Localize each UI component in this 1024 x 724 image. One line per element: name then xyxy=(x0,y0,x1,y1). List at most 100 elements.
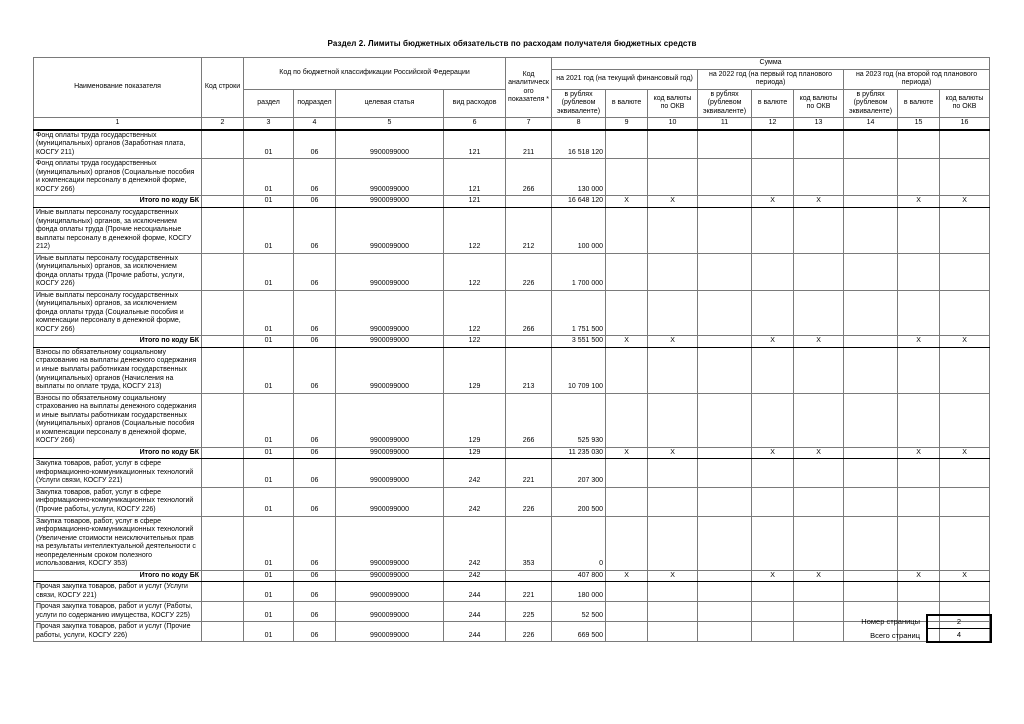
cell-target-article: 9900099000 xyxy=(335,289,444,337)
cell-currency-2022 xyxy=(751,346,795,394)
cell-amount-2023 xyxy=(843,158,899,197)
cell-currency-2022 xyxy=(751,129,795,160)
cell-amount-2023 xyxy=(843,486,899,517)
cell-target-article: 9900099000 xyxy=(335,446,444,460)
cell-amount-2022 xyxy=(697,601,753,623)
cell-amount-2023 xyxy=(843,581,899,603)
cell-analytic-code xyxy=(505,195,553,208)
cell-currency-2021 xyxy=(605,458,649,488)
cell-amount-2021: 200 500 xyxy=(551,486,607,517)
cell-currency-2022: X xyxy=(751,195,795,208)
cell-currency-code-2021 xyxy=(647,458,699,488)
cell-currency-2023 xyxy=(897,581,941,603)
cell-currency-code-2022 xyxy=(793,458,845,488)
col-header-rubles-2022: в рублях (рублевом эквиваленте) xyxy=(697,88,753,119)
cell-currency-2022: X xyxy=(751,335,795,348)
cell-analytic-code: 226 xyxy=(505,486,553,517)
cell-amount-2022 xyxy=(697,289,753,337)
cell-line-code xyxy=(201,289,244,337)
cell-target-article: 9900099000 xyxy=(335,581,444,603)
cell-section: 01 xyxy=(243,289,294,337)
cell-currency-2021 xyxy=(605,289,649,337)
cell-currency-2022 xyxy=(751,252,795,291)
table-row: Закупка товаров, работ, услуг в сфере ин… xyxy=(33,486,991,517)
cell-currency-2022 xyxy=(751,601,795,623)
cell-amount-2022 xyxy=(697,335,753,348)
cell-currency-code-2023: X xyxy=(939,195,991,208)
cell-subsection: 06 xyxy=(293,158,336,197)
cell-expense-type: 129 xyxy=(442,446,507,460)
cell-currency-code-2022 xyxy=(793,289,845,337)
cell-target-article: 9900099000 xyxy=(335,569,444,583)
cell-line-code xyxy=(201,621,244,643)
cell-amount-2023 xyxy=(843,289,899,337)
cell-analytic-code: 213 xyxy=(505,346,553,394)
cell-currency-2022 xyxy=(751,458,795,488)
cell-currency-code-2023 xyxy=(939,206,991,254)
table-row: Взносы по обязательному социальному стра… xyxy=(33,346,991,394)
cell-target-article: 9900099000 xyxy=(335,335,444,348)
cell-currency-code-2023: X xyxy=(939,335,991,348)
cell-currency-2023: X xyxy=(897,335,941,348)
cell-currency-code-2022 xyxy=(793,129,845,160)
column-number: 4 xyxy=(293,117,336,131)
table-row: Фонд оплаты труда государственных (муниц… xyxy=(33,129,991,160)
cell-name: Взносы по обязательному социальному стра… xyxy=(33,392,202,448)
cell-currency-2023 xyxy=(897,158,941,197)
cell-expense-type: 121 xyxy=(442,195,507,208)
cell-currency-2022 xyxy=(751,621,795,643)
cell-currency-2023 xyxy=(897,289,941,337)
cell-line-code xyxy=(201,446,244,460)
cell-currency-code-2023 xyxy=(939,289,991,337)
cell-currency-code-2022: X xyxy=(793,446,845,460)
cell-currency-code-2022 xyxy=(793,206,845,254)
table-row: Прочая закупка товаров, работ и услуг (П… xyxy=(33,621,991,643)
cell-analytic-code: 353 xyxy=(505,515,553,571)
cell-amount-2021: 1 700 000 xyxy=(551,252,607,291)
col-header-currency-2023: в валюте xyxy=(897,88,941,119)
cell-line-code xyxy=(201,392,244,448)
cell-subsection: 06 xyxy=(293,392,336,448)
cell-subsection: 06 xyxy=(293,581,336,603)
cell-amount-2022 xyxy=(697,129,753,160)
budget-limits-table: Наименование показателя Код строки Код п… xyxy=(33,56,991,643)
cell-subsection: 06 xyxy=(293,569,336,583)
table-row: Прочая закупка товаров, работ и услуг (Р… xyxy=(33,601,991,623)
cell-amount-2022 xyxy=(697,446,753,460)
column-number: 7 xyxy=(505,117,553,131)
cell-currency-2021 xyxy=(605,621,649,643)
cell-currency-2022 xyxy=(751,392,795,448)
cell-amount-2023 xyxy=(843,346,899,394)
cell-currency-code-2022 xyxy=(793,515,845,571)
cell-line-code xyxy=(201,206,244,254)
cell-analytic-code: 212 xyxy=(505,206,553,254)
cell-amount-2021: 10 709 100 xyxy=(551,346,607,394)
col-header-currency-code-2021: код валюты по ОКВ xyxy=(647,88,699,119)
cell-target-article: 9900099000 xyxy=(335,252,444,291)
footer-value-box: 2 4 xyxy=(926,614,992,643)
cell-amount-2023 xyxy=(843,515,899,571)
cell-amount-2021: 100 000 xyxy=(551,206,607,254)
col-header-podrazdel: подраздел xyxy=(293,88,336,119)
table-row: Иные выплаты персоналу государственных (… xyxy=(33,206,991,254)
cell-line-code xyxy=(201,195,244,208)
col-header-year-2021: на 2021 год (на текущий финансовый год) xyxy=(551,68,699,90)
cell-analytic-code: 226 xyxy=(505,252,553,291)
cell-currency-code-2022 xyxy=(793,621,845,643)
cell-expense-type: 244 xyxy=(442,581,507,603)
cell-line-code xyxy=(201,252,244,291)
cell-amount-2021: 130 000 xyxy=(551,158,607,197)
cell-currency-2023 xyxy=(897,392,941,448)
cell-name: Фонд оплаты труда государственных (муниц… xyxy=(33,158,202,197)
cell-currency-code-2021 xyxy=(647,601,699,623)
page-footer: Номер страницы Всего страниц 2 4 xyxy=(861,614,992,643)
cell-currency-code-2022 xyxy=(793,601,845,623)
cell-currency-code-2021 xyxy=(647,392,699,448)
column-number: 8 xyxy=(551,117,607,131)
cell-currency-2023: X xyxy=(897,446,941,460)
cell-currency-code-2021 xyxy=(647,252,699,291)
cell-amount-2021: 407 800 xyxy=(551,569,607,583)
cell-amount-2022 xyxy=(697,158,753,197)
cell-subsection: 06 xyxy=(293,621,336,643)
cell-currency-code-2021 xyxy=(647,515,699,571)
